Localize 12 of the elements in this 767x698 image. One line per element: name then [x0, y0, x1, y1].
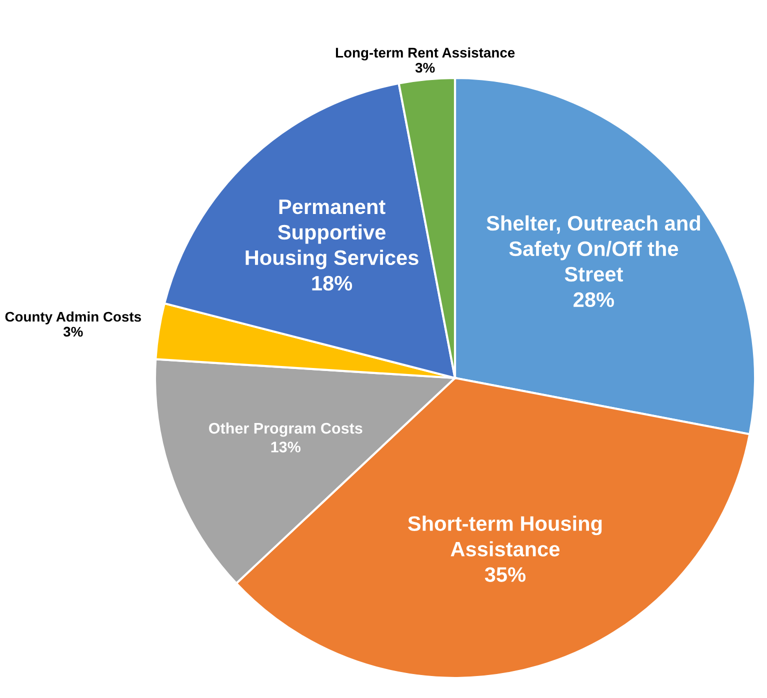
- data-label: 35%: [484, 567, 526, 582]
- data-label: 3%: [415, 62, 435, 73]
- data-label: 28%: [574, 292, 614, 308]
- slice-label: Short-term Housing Assistance: [408, 516, 602, 556]
- data-label: 13%: [271, 442, 301, 452]
- data-label: 3%: [63, 326, 83, 337]
- slice-label: Shelter, Outreach and Safety On/Off the Street: [486, 215, 700, 282]
- slice-label: County Admin Costs: [5, 311, 141, 324]
- slice-label: Permanent Supportive Housing Services: [246, 200, 418, 270]
- data-label: 18%: [312, 276, 352, 291]
- slice-label: Other Program Costs: [209, 422, 362, 437]
- slice-label: Long-term Rent Assistance: [336, 47, 515, 60]
